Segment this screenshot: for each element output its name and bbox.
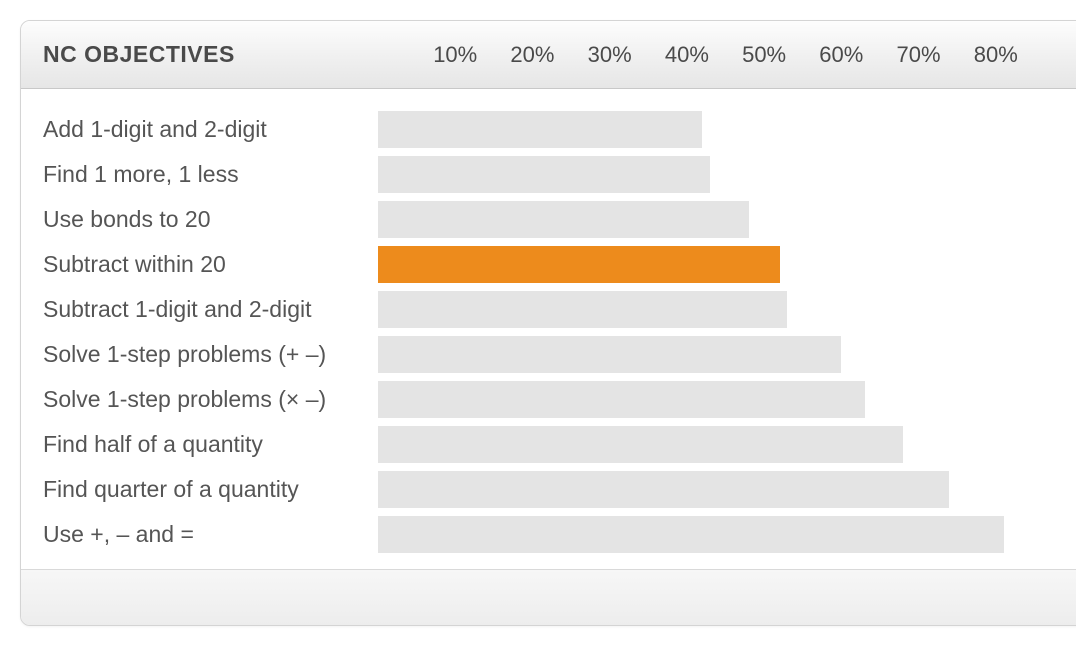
axis-tick-label: 10% (433, 42, 477, 68)
table-row: Subtract within 20 (43, 242, 1073, 287)
row-label: Use +, – and = (43, 521, 378, 548)
row-label: Find half of a quantity (43, 431, 378, 458)
table-row: Use +, – and = (43, 512, 1073, 557)
row-label: Find 1 more, 1 less (43, 161, 378, 188)
bar-track (378, 467, 1073, 512)
axis-tick-label: 30% (588, 42, 632, 68)
chart-header: NC OBJECTIVES 10% 20% 30% 40% 50% 60% 70% 80% (21, 21, 1076, 89)
table-row: Find 1 more, 1 less (43, 152, 1073, 197)
bar-highlight (378, 246, 780, 283)
bar (378, 381, 865, 418)
row-label: Solve 1-step problems (+ –) (43, 341, 378, 368)
table-row: Find half of a quantity (43, 422, 1073, 467)
bar-track (378, 377, 1073, 422)
axis-tick-label: 80% (974, 42, 1018, 68)
objectives-panel: NC OBJECTIVES 10% 20% 30% 40% 50% 60% 70% 80% A… (20, 20, 1076, 626)
chart-rows: Add 1-digit and 2-digit Find 1 more, 1 le… (21, 89, 1076, 569)
chart-body: Add 1-digit and 2-digit Find 1 more, 1 le… (21, 89, 1076, 569)
table-row: Subtract 1-digit and 2-digit (43, 287, 1073, 332)
table-row: Find quarter of a quantity (43, 467, 1073, 512)
chart-title: NC OBJECTIVES (43, 41, 378, 68)
bar (378, 516, 1004, 553)
row-label: Use bonds to 20 (43, 206, 378, 233)
bar-track (378, 287, 1073, 332)
bar-track (378, 152, 1073, 197)
axis-tick-label: 60% (819, 42, 863, 68)
table-row: Add 1-digit and 2-digit (43, 107, 1073, 152)
row-label: Solve 1-step problems (× –) (43, 386, 378, 413)
table-row: Use bonds to 20 (43, 197, 1073, 242)
bar (378, 426, 903, 463)
axis-tick-label: 40% (665, 42, 709, 68)
panel-footer (21, 569, 1076, 625)
bar (378, 111, 702, 148)
x-axis-labels: 10% 20% 30% 40% 50% 60% 70% 80% (378, 21, 1073, 88)
table-row: Solve 1-step problems (× –) (43, 377, 1073, 422)
bar (378, 156, 710, 193)
bar-track (378, 107, 1073, 152)
axis-tick-label: 70% (897, 42, 941, 68)
table-row: Solve 1-step problems (+ –) (43, 332, 1073, 377)
axis-tick-label: 20% (510, 42, 554, 68)
bar-track (378, 332, 1073, 377)
bar (378, 336, 841, 373)
axis-tick-label: 50% (742, 42, 786, 68)
row-label: Find quarter of a quantity (43, 476, 378, 503)
bar (378, 471, 949, 508)
row-label: Subtract 1-digit and 2-digit (43, 296, 378, 323)
bar-track (378, 242, 1073, 287)
bar (378, 291, 787, 328)
row-label: Add 1-digit and 2-digit (43, 116, 378, 143)
bar-track (378, 512, 1073, 557)
bar (378, 201, 749, 238)
row-label: Subtract within 20 (43, 251, 378, 278)
bar-track (378, 197, 1073, 242)
bar-track (378, 422, 1073, 467)
